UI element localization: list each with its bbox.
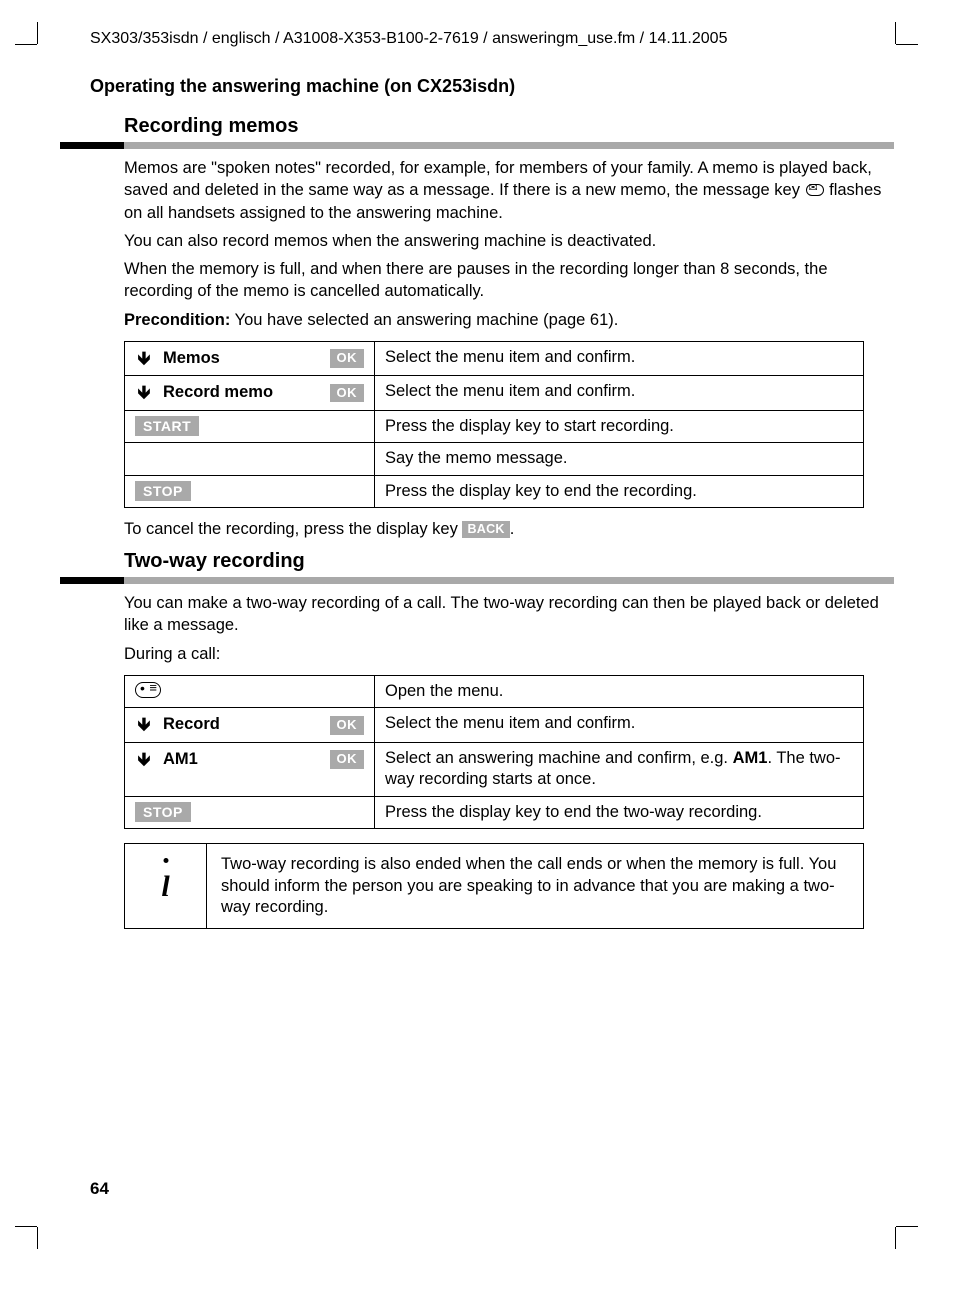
paragraph: You can make a two-way recording of a ca… bbox=[124, 592, 894, 637]
crop-mark bbox=[37, 1227, 38, 1249]
section-divider bbox=[60, 142, 894, 149]
table-row: START Press the display key to start rec… bbox=[125, 410, 864, 442]
table-row: Say the memo message. bbox=[125, 443, 864, 475]
paragraph: To cancel the recording, press the displ… bbox=[124, 518, 894, 540]
manual-page: SX303/353isdn / englisch / A31008-X353-B… bbox=[0, 0, 954, 1307]
crop-mark bbox=[15, 1226, 37, 1227]
softkey-stop: STOP bbox=[135, 802, 191, 822]
step-description: Press the display key to start recording… bbox=[375, 410, 864, 442]
menu-item-label: AM1 bbox=[163, 749, 320, 770]
crop-mark bbox=[896, 1226, 918, 1227]
crop-mark bbox=[895, 22, 896, 44]
text: To cancel the recording, press the displ… bbox=[124, 520, 462, 538]
arrow-down-icon: 🡻 bbox=[135, 748, 153, 771]
arrow-down-icon: 🡻 bbox=[135, 713, 153, 736]
paragraph: Memos are "spoken notes" recorded, for e… bbox=[124, 157, 894, 224]
ok-badge: OK bbox=[330, 349, 365, 368]
section-divider bbox=[60, 577, 894, 584]
paragraph: When the memory is full, and when there … bbox=[124, 258, 894, 303]
table-row: Open the menu. bbox=[125, 676, 864, 708]
step-description: Select the menu item and confirm. bbox=[375, 376, 864, 410]
text: Memos are "spoken notes" recorded, for e… bbox=[124, 159, 872, 199]
table-row: 🡻 Memos OK Select the menu item and conf… bbox=[125, 341, 864, 375]
info-icon: l bbox=[125, 844, 207, 929]
text-bold: AM1 bbox=[733, 749, 768, 767]
table-row: 🡻 Record memo OK Select the menu item an… bbox=[125, 376, 864, 410]
ok-badge: OK bbox=[330, 716, 365, 735]
menu-item-label: Record bbox=[163, 714, 320, 735]
info-note-box: l Two-way recording is also ended when t… bbox=[124, 843, 864, 929]
crop-mark bbox=[895, 1227, 896, 1249]
step-description: Select an answering machine and confirm,… bbox=[375, 742, 864, 796]
steps-table-memos: 🡻 Memos OK Select the menu item and conf… bbox=[124, 341, 864, 508]
step-description: Select the menu item and confirm. bbox=[375, 708, 864, 742]
arrow-down-icon: 🡻 bbox=[135, 381, 153, 404]
text: . bbox=[510, 520, 515, 538]
text: You have selected an answering machine (… bbox=[230, 311, 618, 329]
crop-mark bbox=[15, 44, 37, 45]
section-title-recording-memos: Recording memos bbox=[124, 115, 894, 138]
softkey-start: START bbox=[135, 416, 199, 436]
page-number: 64 bbox=[90, 1179, 109, 1199]
step-description: Press the display key to end the two-way… bbox=[375, 796, 864, 828]
crop-mark bbox=[896, 44, 918, 45]
text: Select an answering machine and confirm,… bbox=[385, 749, 733, 767]
paragraph: You can also record memos when the answe… bbox=[124, 230, 894, 252]
precondition-label: Precondition: bbox=[124, 311, 230, 329]
message-key-icon bbox=[806, 184, 824, 196]
section-title-two-way: Two-way recording bbox=[124, 550, 894, 573]
menu-item-label: Record memo bbox=[163, 382, 320, 403]
paragraph: During a call: bbox=[124, 643, 894, 665]
chapter-title: Operating the answering machine (on CX25… bbox=[90, 76, 894, 97]
step-description: Say the memo message. bbox=[375, 443, 864, 475]
arrow-down-icon: 🡻 bbox=[135, 347, 153, 370]
table-row: STOP Press the display key to end the re… bbox=[125, 475, 864, 507]
ok-badge: OK bbox=[330, 750, 365, 769]
ok-badge: OK bbox=[330, 384, 365, 403]
step-description: Select the menu item and confirm. bbox=[375, 341, 864, 375]
table-row: 🡻 AM1 OK Select an answering machine and… bbox=[125, 742, 864, 796]
menu-item-label: Memos bbox=[163, 348, 320, 369]
table-row: STOP Press the display key to end the tw… bbox=[125, 796, 864, 828]
table-row: 🡻 Record OK Select the menu item and con… bbox=[125, 708, 864, 742]
steps-table-twoway: Open the menu. 🡻 Record OK Select the me… bbox=[124, 675, 864, 829]
paragraph: Precondition: You have selected an answe… bbox=[124, 309, 894, 331]
softkey-back: BACK bbox=[462, 521, 509, 538]
header-path: SX303/353isdn / englisch / A31008-X353-B… bbox=[90, 30, 894, 48]
crop-mark bbox=[37, 22, 38, 44]
softkey-stop: STOP bbox=[135, 481, 191, 501]
step-description: Open the menu. bbox=[375, 676, 864, 708]
menu-key-icon bbox=[135, 682, 161, 698]
step-description: Press the display key to end the recordi… bbox=[375, 475, 864, 507]
note-text: Two-way recording is also ended when the… bbox=[207, 844, 864, 929]
